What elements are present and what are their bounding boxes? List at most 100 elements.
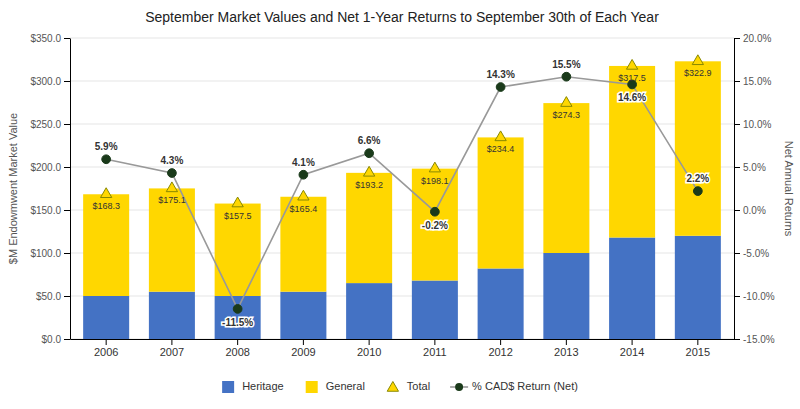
bar bbox=[83, 194, 129, 296]
legend-swatch bbox=[387, 381, 398, 391]
line-point bbox=[102, 155, 111, 164]
bar bbox=[543, 253, 589, 339]
data-label: -0.2% bbox=[422, 220, 448, 231]
y2-tick-label: 5.0% bbox=[743, 162, 766, 173]
y-tick-label: $50.0 bbox=[36, 291, 61, 302]
x-tick-mark bbox=[632, 339, 633, 345]
x-tick-label: 2014 bbox=[620, 346, 644, 358]
bar bbox=[543, 103, 589, 253]
x-tick: 2011 bbox=[423, 339, 447, 358]
y-tick: $300.0 bbox=[30, 76, 70, 87]
bar bbox=[280, 197, 326, 292]
y-tick: $200.0 bbox=[30, 162, 70, 173]
line-point bbox=[299, 170, 308, 179]
y-tick-mark bbox=[64, 296, 70, 297]
x-tick: 2013 bbox=[554, 339, 578, 358]
x-tick-mark bbox=[171, 339, 172, 345]
y2-tick-mark bbox=[734, 167, 740, 168]
y-tick-label: $200.0 bbox=[30, 162, 61, 173]
marker bbox=[232, 197, 243, 207]
y-tick: $250.0 bbox=[30, 119, 70, 130]
x-axis: 2006200720082009201020112012201320142015 bbox=[71, 339, 735, 358]
line-point bbox=[233, 305, 242, 314]
legend-label: Total bbox=[407, 380, 430, 392]
bar bbox=[346, 283, 392, 339]
legend-swatch bbox=[222, 381, 234, 393]
line-point bbox=[365, 149, 374, 158]
y-tick-mark bbox=[64, 81, 70, 82]
y2-tick: 15.0% bbox=[734, 76, 771, 87]
x-tick-label: 2007 bbox=[160, 346, 184, 358]
x-tick-mark bbox=[434, 339, 435, 345]
marker bbox=[298, 190, 309, 200]
y-tick-label: $0.0 bbox=[42, 334, 62, 345]
marker bbox=[101, 188, 112, 198]
y2-tick-mark bbox=[734, 38, 740, 39]
bar bbox=[609, 238, 655, 339]
y-tick-mark bbox=[64, 210, 70, 211]
y-axis-title: $M Endowmwent Market Value bbox=[7, 113, 19, 264]
y2-tick-label: -10.0% bbox=[743, 291, 775, 302]
y-tick-label: $150.0 bbox=[30, 205, 61, 216]
bar-series bbox=[83, 61, 721, 296]
bar bbox=[83, 296, 129, 339]
data-label: 5.9% bbox=[95, 141, 118, 152]
x-tick-label: 2008 bbox=[225, 346, 249, 358]
data-label: $234.4 bbox=[487, 144, 515, 154]
y-tick-mark bbox=[64, 38, 70, 39]
marker bbox=[561, 97, 572, 107]
axis-line bbox=[71, 339, 735, 340]
x-tick: 2014 bbox=[620, 339, 644, 358]
title: September Market Values and Net 1-Year R… bbox=[145, 9, 659, 25]
data-label: $322.9 bbox=[684, 68, 712, 78]
scatter-series bbox=[101, 55, 704, 207]
y-tick-label: $100.0 bbox=[30, 248, 61, 259]
line bbox=[106, 77, 698, 309]
y2-tick: 0.0% bbox=[734, 205, 766, 216]
y2-tick: 20.0% bbox=[734, 33, 771, 44]
line-point bbox=[693, 187, 702, 196]
data-label: 4.3% bbox=[161, 155, 184, 166]
y2-tick: -15.0% bbox=[734, 334, 775, 345]
x-tick-mark bbox=[106, 339, 107, 345]
x-tick-mark bbox=[566, 339, 567, 345]
y-tick: $100.0 bbox=[30, 248, 70, 259]
y-tick-mark bbox=[64, 167, 70, 168]
x-tick-label: 2009 bbox=[291, 346, 315, 358]
data-label: 14.3% bbox=[486, 69, 514, 80]
y2-tick-label: -15.0% bbox=[743, 334, 775, 345]
bar bbox=[215, 204, 261, 296]
x-tick: 2009 bbox=[291, 339, 315, 358]
line-point bbox=[562, 72, 571, 81]
y-tick-label: $300.0 bbox=[30, 76, 61, 87]
x-tick: 2015 bbox=[686, 339, 710, 358]
y2-tick-label: 10.0% bbox=[743, 119, 771, 130]
bar bbox=[478, 268, 524, 339]
y-tick: $150.0 bbox=[30, 205, 70, 216]
y2-tick-mark bbox=[734, 253, 740, 254]
bar bbox=[149, 188, 195, 291]
bar bbox=[215, 296, 261, 339]
legend-item: % CAD$ Return (Net) bbox=[450, 380, 578, 392]
y-tick: $0.0 bbox=[42, 334, 70, 345]
bar bbox=[412, 281, 458, 339]
y2-tick-mark bbox=[734, 210, 740, 211]
legend: HeritageGeneralTotal% CAD$ Return (Net) bbox=[222, 380, 578, 393]
y2-tick-mark bbox=[734, 296, 740, 297]
data-label: $175.1 bbox=[158, 195, 186, 205]
x-tick-mark bbox=[697, 339, 698, 345]
data-labels: $168.3$175.1$157.5$165.4$193.2$198.1$234… bbox=[92, 59, 711, 328]
chart: 2006200720082009201020112012201320142015… bbox=[0, 0, 800, 409]
bar bbox=[609, 66, 655, 238]
marker bbox=[692, 55, 703, 65]
y2-axis-title: Net Annual Returns bbox=[783, 141, 795, 237]
y-tick-mark bbox=[64, 124, 70, 125]
x-tick-mark bbox=[303, 339, 304, 345]
y-tick-label: $350.0 bbox=[30, 33, 61, 44]
x-tick-label: 2011 bbox=[423, 346, 447, 358]
y2-tick: -10.0% bbox=[734, 291, 775, 302]
y-tick-mark bbox=[64, 253, 70, 254]
line-points bbox=[102, 72, 702, 313]
legend-item: General bbox=[306, 380, 365, 393]
x-tick-mark bbox=[500, 339, 501, 345]
